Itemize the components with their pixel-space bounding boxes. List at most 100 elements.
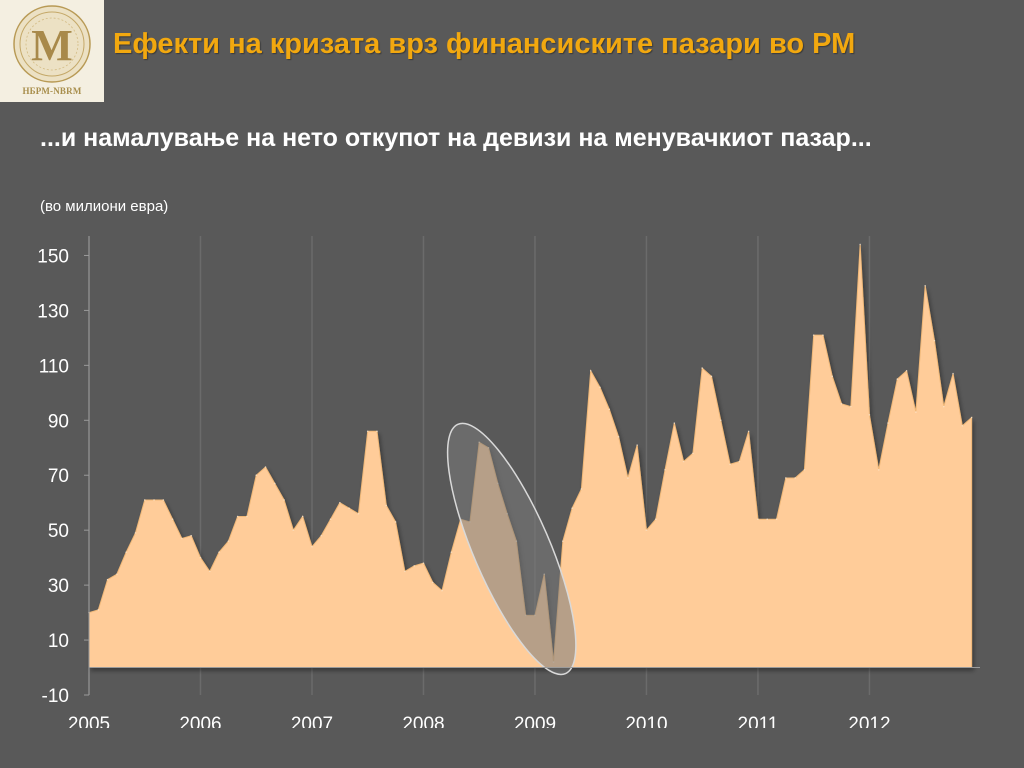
data-point-2011-11 (850, 405, 852, 408)
chart-subtitle: ...и намалување на нето откупот на девиз… (40, 124, 872, 152)
data-point-2007-07 (366, 430, 369, 433)
data-point-2010-12 (747, 430, 750, 433)
y-tick-label: 50 (48, 521, 69, 542)
chart: -10 10 30 50 70 90 110 130 150 2005 2006 2007 2008 2… (0, 228, 1024, 735)
x-tick-label: 2006 (179, 714, 221, 728)
highlight (446, 422, 577, 676)
y-tick-label: 130 (37, 301, 69, 322)
data-point-2012-11 (961, 424, 964, 427)
data-point-2008-02 (431, 581, 434, 584)
data-point-2005-10 (171, 518, 174, 520)
y-tick-label: 150 (37, 246, 69, 267)
data-point-2006-07 (255, 474, 258, 477)
y-tick-label: 30 (48, 576, 69, 597)
data-point-2012-07 (924, 284, 926, 287)
data-point-2009-12 (636, 444, 638, 446)
data-point-2005-12 (190, 534, 193, 537)
data-point-2011-02 (766, 518, 769, 520)
data-point-2010-03 (664, 468, 666, 471)
data-point-2011-03 (775, 518, 778, 520)
data-point-2006-03 (218, 551, 220, 553)
data-point-2009-06 (580, 488, 583, 490)
x-tick-label: 2008 (402, 714, 444, 728)
data-point-2012-03 (887, 422, 889, 424)
y-tick-label: 70 (48, 466, 69, 487)
data-point-2005-09 (162, 499, 165, 501)
data-point-2006-04 (227, 540, 230, 542)
x-tick-label: 2010 (625, 714, 667, 728)
x-axis-ticks: 2005 2006 2007 2008 2009 2010 2011 2012 (68, 714, 891, 735)
unit-note: (во милиони евра) (40, 198, 169, 215)
data-point-2009-04 (562, 540, 564, 542)
data-point-2007-10 (394, 521, 397, 523)
data-point-2010-05 (682, 460, 685, 463)
data-point-2007-12 (413, 565, 415, 567)
data-point-2010-02 (654, 518, 657, 520)
data-point-2009-11 (627, 477, 629, 479)
data-point-2005-11 (181, 537, 183, 540)
axes (88, 236, 980, 695)
data-point-2006-01 (199, 556, 202, 559)
data-point-2009-10 (617, 435, 620, 438)
data-point-2005-07 (143, 499, 146, 501)
y-tick-label: 10 (48, 631, 69, 652)
data-point-2012-05 (905, 370, 908, 372)
data-point-2010-07 (701, 367, 704, 369)
data-point-2005-04 (116, 573, 118, 575)
data-point-2009-08 (599, 386, 601, 389)
data-point-2008-04 (450, 551, 453, 553)
data-point-2010-08 (710, 375, 713, 378)
data-point-2008-03 (441, 589, 443, 592)
logo-caption: НБРМ-NBRM (22, 86, 82, 96)
data-point-2007-11 (404, 570, 406, 573)
data-point-2007-09 (385, 504, 388, 507)
data-point-2011-08 (822, 334, 824, 336)
data-point-2011-04 (785, 477, 787, 479)
y-tick-label: -10 (42, 686, 69, 707)
data-point-2005-08 (153, 499, 155, 501)
data-point-2007-04 (339, 501, 341, 504)
data-point-2007-03 (329, 518, 332, 520)
data-point-2006-10 (283, 499, 285, 501)
data-point-2011-07 (812, 334, 815, 336)
data-point-2006-02 (208, 570, 211, 573)
data-point-2011-06 (803, 468, 806, 471)
data-point-2010-04 (673, 422, 676, 424)
data-point-2010-01 (645, 529, 648, 531)
data-point-2006-11 (292, 529, 295, 531)
highlight-ellipse (446, 422, 577, 676)
x-tick-label: 2005 (68, 714, 110, 728)
x-tick-label: 2009 (514, 714, 556, 728)
data-point-2012-12 (970, 416, 973, 419)
data-point-2012-01 (868, 414, 871, 416)
data-point-2006-06 (246, 515, 248, 518)
x-tick-label: 2012 (848, 714, 890, 728)
data-point-2006-12 (301, 515, 304, 518)
data-point-2010-10 (729, 463, 731, 466)
data-point-2011-10 (840, 403, 843, 405)
slide-title: Ефекти на кризата врз финансиските пазар… (113, 28, 856, 60)
data-point-2005-05 (125, 551, 127, 553)
data-point-2011-09 (831, 375, 834, 378)
data-point-2012-02 (877, 468, 880, 471)
data-point-2009-05 (571, 507, 573, 510)
logo: M НБРМ-NBRM (0, 0, 104, 102)
y-axis-ticks: -10 10 30 50 70 90 110 130 150 (37, 246, 89, 707)
data-point-2006-05 (236, 515, 239, 518)
data-point-2005-02 (97, 609, 100, 611)
data-point-2007-06 (357, 512, 360, 515)
data-point-2005-06 (134, 532, 137, 534)
data-point-2006-09 (274, 482, 276, 485)
data-point-2007-02 (320, 534, 323, 537)
data-point-2012-06 (915, 411, 917, 413)
data-point-2010-09 (719, 419, 722, 422)
data-point-2012-09 (942, 405, 945, 408)
data-point-2010-06 (692, 452, 694, 455)
data-point-2009-09 (608, 408, 611, 411)
data-point-2007-01 (311, 545, 313, 548)
y-tick-label: 110 (39, 356, 69, 377)
data-point-2012-08 (933, 339, 936, 342)
data-point-2012-10 (952, 372, 954, 375)
